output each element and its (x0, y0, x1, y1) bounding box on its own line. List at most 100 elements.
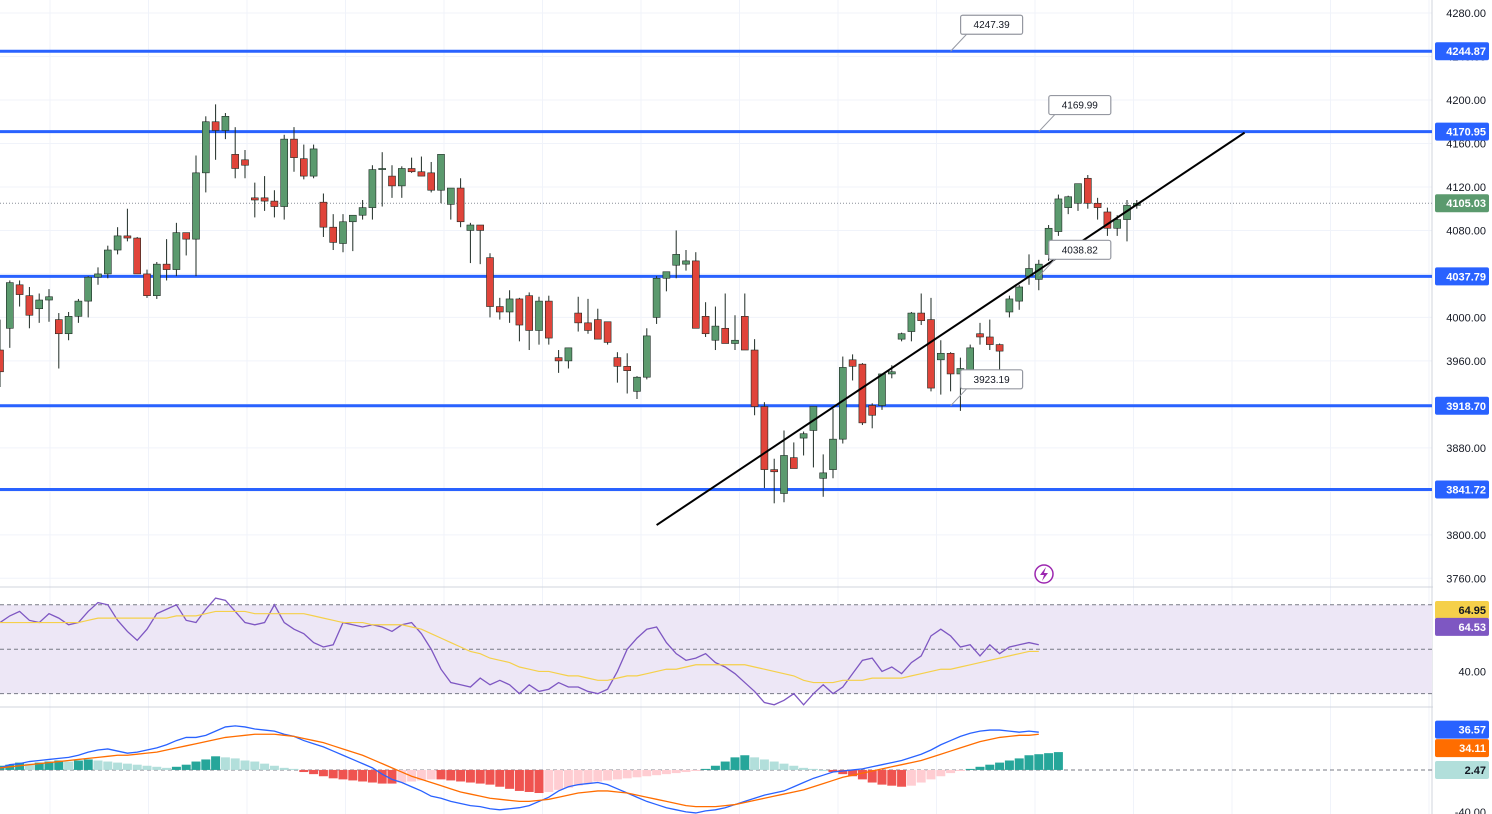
level-price-tag-bg (1435, 396, 1489, 415)
price-callout[interactable]: 4038.82 (1038, 239, 1112, 277)
candle-body (309, 148, 318, 177)
candle (211, 104, 220, 160)
candle-body (1064, 196, 1072, 208)
histogram-bar (54, 760, 64, 770)
horizontal-levels[interactable] (0, 49, 1432, 491)
histogram-bar (759, 759, 769, 770)
candle-body (535, 300, 543, 331)
histogram-bar (652, 769, 662, 776)
candle-body (172, 232, 181, 270)
level-price-tag[interactable]: 3841.72 (1435, 480, 1489, 499)
candle (0, 319, 4, 387)
trendline[interactable] (656, 131, 1246, 526)
oscillator-line (0, 597, 1039, 706)
candle-body (584, 322, 592, 331)
level-price-tag-label: 4170.95 (1446, 127, 1486, 139)
oscillator-signal-tag[interactable]: 64.53 (1435, 617, 1489, 636)
histogram-value-tag[interactable]: 2.47 (1435, 760, 1489, 779)
candlesticks (0, 104, 1141, 504)
candle-body (613, 357, 622, 367)
alert-button[interactable] (1034, 564, 1054, 584)
candle-body (554, 357, 563, 362)
candle (770, 458, 779, 504)
candle-body (505, 298, 514, 313)
candle-body (691, 260, 700, 329)
level-price-tag[interactable]: 4170.95 (1435, 122, 1489, 141)
callout-label: 4247.39 (974, 20, 1011, 31)
candle (584, 298, 592, 334)
histogram-bar (122, 763, 132, 770)
candle (946, 352, 955, 392)
axis-tick-label: 3960.00 (1446, 356, 1486, 368)
candle (280, 134, 289, 220)
histogram-bar (260, 763, 270, 770)
candle (907, 311, 916, 342)
oscillator-signal-tag-label: 64.53 (1458, 622, 1486, 634)
candle (701, 302, 710, 337)
price-annotations[interactable]: 4247.39 4169.99 4038.82 3923.19 (950, 14, 1112, 407)
candle-body (525, 295, 534, 331)
candle-body (593, 319, 602, 340)
histogram-bar (456, 769, 466, 782)
histogram-bar (358, 769, 368, 782)
histogram-bar (838, 769, 848, 775)
histogram-bar (975, 766, 985, 770)
histogram-bar (93, 760, 103, 770)
histogram-bar (397, 769, 407, 783)
candle (446, 187, 455, 220)
histogram-bar (279, 767, 289, 770)
histogram-bar (877, 769, 887, 785)
macd-signal-tag[interactable]: 34.11 (1435, 739, 1489, 758)
candle (309, 144, 318, 179)
histogram-bar (44, 761, 54, 770)
candle-body (907, 312, 916, 332)
histogram-bar (848, 769, 858, 777)
candle (153, 261, 161, 299)
candle-body (642, 335, 651, 378)
candle (682, 250, 690, 271)
histogram-bar (299, 769, 309, 773)
candle-body (45, 296, 53, 301)
histogram-bar (83, 759, 93, 770)
candle-body (319, 201, 328, 228)
callout-box (959, 14, 1024, 35)
candle-body (270, 200, 279, 207)
histogram-bar (906, 769, 916, 786)
price-callout[interactable]: 4169.99 (1038, 94, 1112, 132)
level-price-tag[interactable]: 4037.79 (1435, 267, 1489, 286)
oscillator-value-tag[interactable]: 64.95 (1435, 601, 1489, 619)
last-price-tag[interactable]: 4105.03 (1435, 194, 1489, 213)
price-axis[interactable]: 4280.004240.004200.004160.004120.004080.… (1433, 0, 1492, 814)
level-price-tag-bg (1435, 122, 1489, 141)
candle (740, 293, 749, 351)
candle (544, 295, 553, 345)
candle (1025, 254, 1033, 285)
level-price-tag[interactable]: 4244.87 (1435, 42, 1489, 61)
candle (202, 116, 210, 193)
candle-body (407, 168, 416, 173)
candle-body (221, 116, 230, 131)
oscillator-panel (0, 597, 1432, 706)
candle-body (0, 349, 4, 373)
candle-body (966, 347, 975, 373)
candle (1015, 284, 1024, 310)
candle (917, 293, 926, 326)
level-price-tag[interactable]: 3918.70 (1435, 396, 1489, 415)
histogram-bar (152, 766, 162, 770)
candle-body (113, 235, 122, 251)
histogram-bar (377, 769, 387, 784)
price-callout[interactable]: 3923.19 (950, 369, 1024, 407)
histogram-bar (701, 768, 711, 770)
last-price-tag-label: 4105.03 (1446, 198, 1486, 210)
macd-value-tag[interactable]: 36.57 (1435, 720, 1489, 739)
histogram-bar (622, 769, 632, 779)
trendline-segment[interactable] (656, 131, 1246, 526)
histogram-bar (750, 757, 760, 770)
axis-tick-label: 4200.00 (1446, 95, 1486, 107)
histogram-bar (269, 765, 279, 770)
histogram-bar (1024, 755, 1034, 770)
candle (760, 402, 769, 489)
price-callout[interactable]: 4247.39 (950, 14, 1024, 52)
